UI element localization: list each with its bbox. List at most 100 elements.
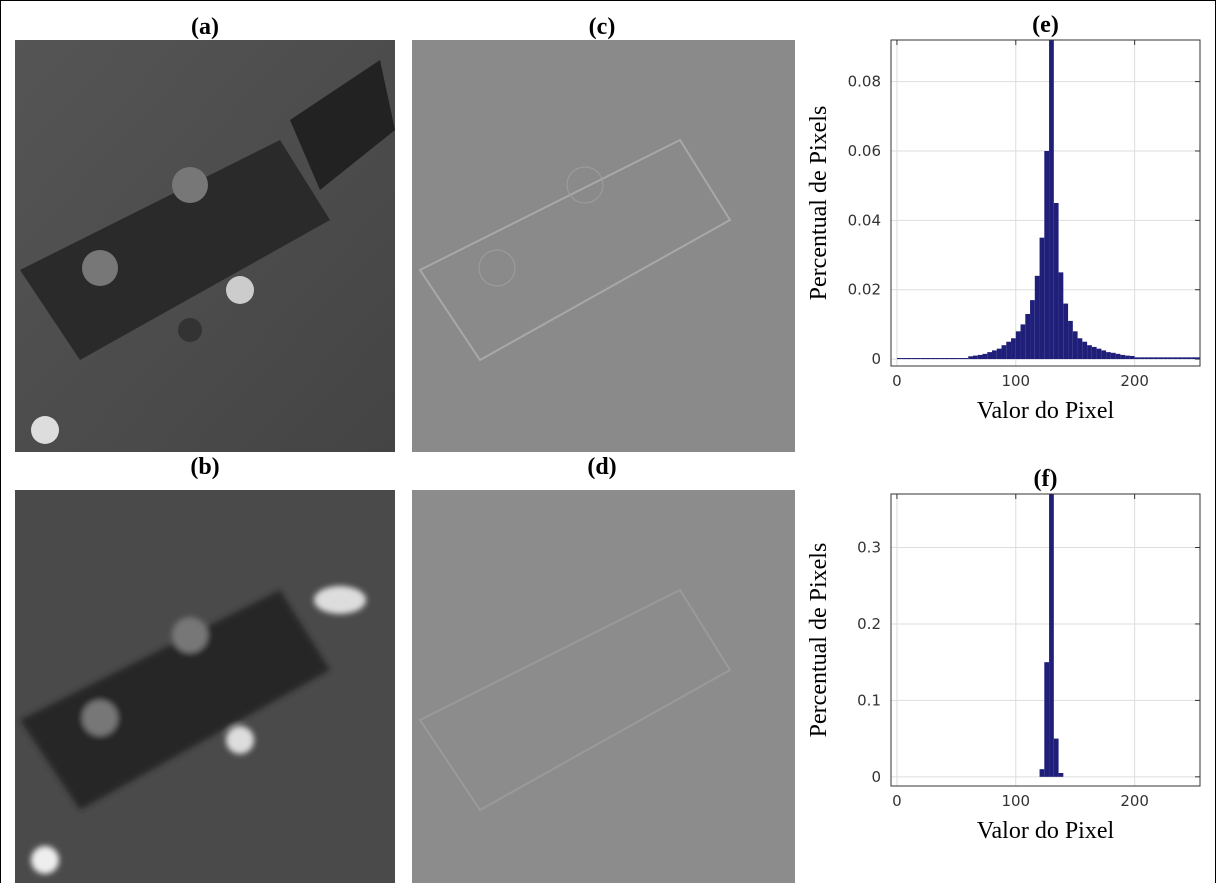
bar [1125, 355, 1130, 360]
bar [1101, 350, 1107, 360]
bar [1120, 354, 1126, 360]
bar [1115, 353, 1121, 360]
bar [1177, 357, 1183, 360]
bar [973, 355, 978, 360]
y-tick-label: 0.02 [848, 281, 881, 299]
bar [949, 358, 954, 360]
chart-title: (e) [1032, 12, 1059, 38]
bar [944, 358, 950, 360]
x-tick-label: 0 [892, 372, 902, 390]
bar [1096, 348, 1102, 360]
bar [1153, 357, 1159, 360]
bar [1058, 773, 1064, 777]
x-tick-label: 100 [1001, 372, 1030, 390]
bar [901, 358, 907, 360]
bar [1077, 338, 1083, 360]
photo-c [412, 40, 795, 452]
bar [1053, 738, 1059, 777]
bar [1068, 320, 1073, 360]
bar [1163, 357, 1168, 360]
photo-b [15, 490, 395, 883]
bar [1039, 769, 1045, 777]
bar [1186, 357, 1192, 360]
bar [1087, 345, 1092, 360]
bar [1001, 345, 1007, 360]
bar [1015, 331, 1021, 360]
bar [925, 358, 931, 360]
bar [911, 358, 916, 360]
bar [1191, 357, 1197, 360]
bar [1091, 346, 1097, 360]
bar [982, 353, 988, 360]
y-tick-label: 0 [871, 768, 881, 786]
bar [1106, 352, 1111, 360]
bar [1144, 357, 1149, 360]
panel-label: (a) [191, 14, 219, 40]
bar [930, 358, 935, 360]
x-axis-label: Valor do Pixel [977, 818, 1115, 844]
x-axis-label: Valor do Pixel [977, 398, 1115, 424]
bar [1167, 357, 1173, 360]
bar [1039, 237, 1045, 360]
y-tick-label: 0.06 [848, 142, 881, 160]
panel-label: (b) [190, 454, 219, 480]
bar [1129, 355, 1135, 360]
x-tick-label: 100 [1001, 792, 1030, 810]
photo-d [412, 490, 795, 883]
y-tick-label: 0.2 [857, 615, 881, 633]
bars [1039, 494, 1064, 777]
bar [977, 354, 983, 360]
bar [906, 358, 912, 360]
x-tick-label: 200 [1120, 792, 1149, 810]
bar [1196, 357, 1200, 360]
bar [1158, 357, 1164, 360]
bar [1034, 275, 1040, 360]
bar [1025, 313, 1031, 360]
bar [1134, 357, 1140, 360]
y-tick-label: 0.3 [857, 539, 881, 557]
bar [968, 356, 974, 360]
bar [1020, 324, 1026, 360]
bar [992, 350, 997, 360]
bar [963, 358, 969, 360]
bar [1011, 338, 1016, 360]
bar [1053, 203, 1059, 360]
bar [1172, 357, 1178, 360]
bar [1082, 341, 1088, 360]
panel-label: (c) [589, 14, 616, 40]
bar [939, 358, 945, 360]
bars [896, 40, 1200, 360]
bar [920, 358, 926, 360]
bar [1110, 352, 1116, 360]
y-tick-label: 0.08 [848, 73, 881, 91]
bar [953, 358, 959, 360]
bar [987, 352, 993, 360]
bar [1030, 300, 1035, 360]
bar [1139, 357, 1145, 360]
chart-title: (f) [1034, 466, 1058, 492]
bar [1049, 494, 1054, 777]
bar [1049, 40, 1054, 360]
axes-box [890, 493, 1201, 787]
bar [915, 358, 921, 360]
bar [1148, 357, 1154, 360]
bar [896, 358, 902, 360]
y-tick-label: 0.1 [857, 691, 881, 709]
bar [1063, 303, 1069, 360]
y-axis-label: Percentual de Pixels [806, 106, 832, 301]
bar [1058, 272, 1064, 360]
y-tick-label: 0 [871, 350, 881, 368]
x-tick-label: 0 [892, 792, 902, 810]
y-tick-label: 0.04 [848, 211, 881, 229]
bar [1182, 357, 1187, 360]
bar [996, 348, 1002, 360]
panel-label: (d) [587, 454, 616, 480]
bar [1044, 150, 1050, 360]
bar [1072, 331, 1078, 360]
y-axis-label: Percentual de Pixels [806, 543, 832, 738]
axes-box [890, 39, 1201, 367]
bar [1006, 341, 1012, 360]
photo-a [15, 40, 395, 452]
bar [958, 358, 964, 360]
